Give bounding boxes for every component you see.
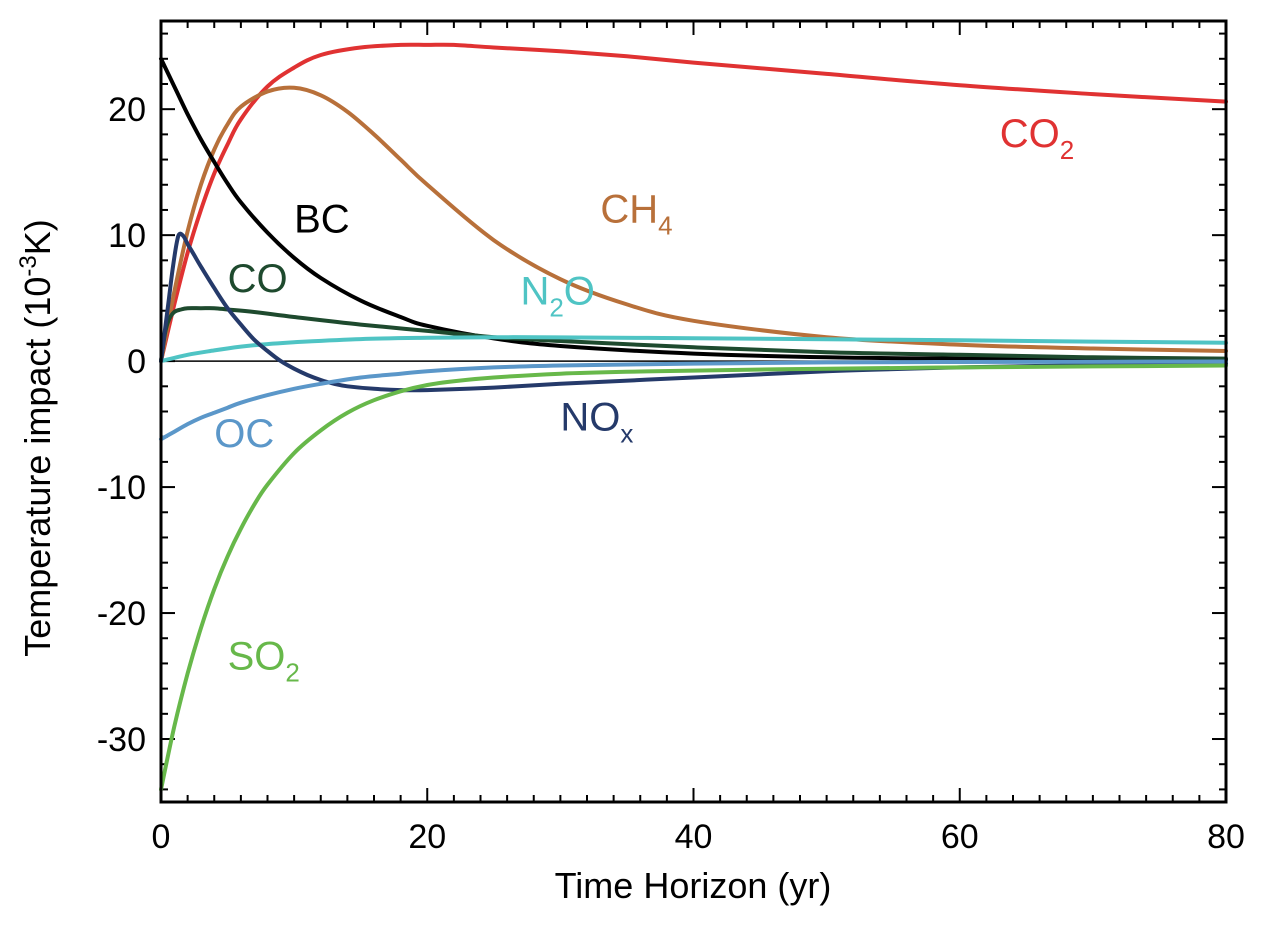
series-label-n2o: N2O xyxy=(520,269,594,322)
series-line-n2o xyxy=(159,335,1228,364)
x-tick-label: 20 xyxy=(408,818,446,856)
y-tick-label: 20 xyxy=(108,91,146,129)
y-tick-label: -10 xyxy=(97,469,146,507)
y-axis-title: Temperature impact (10-3K) xyxy=(15,219,58,657)
series-label-co2: CO2 xyxy=(1000,112,1074,165)
x-tick-label: 40 xyxy=(675,818,713,856)
series-line-bc xyxy=(159,56,1228,362)
y-tick-label: 0 xyxy=(127,343,146,381)
y-axis-title-exponent: -3 xyxy=(15,255,42,276)
series-label-bc: BC xyxy=(294,198,350,242)
y-tick-label: -20 xyxy=(97,595,146,633)
series-label-nox: NOx xyxy=(560,395,633,448)
series-label-so2: SO2 xyxy=(228,635,300,688)
series-label-oc: OC xyxy=(214,412,274,456)
y-tick-label: 10 xyxy=(108,217,146,255)
y-tick-label: -30 xyxy=(97,721,146,759)
x-tick-label: 80 xyxy=(1207,818,1245,856)
x-tick-label: 0 xyxy=(152,818,171,856)
y-tick-labels: -30 -20 -10 0 10 20 xyxy=(97,91,146,759)
series-line-co2 xyxy=(159,42,1228,364)
y-axis-title-unit: K) xyxy=(17,219,58,255)
x-tick-labels: 0 20 40 60 80 xyxy=(152,818,1245,856)
plot-frame xyxy=(159,19,1228,804)
y-axis-title-main: Temperature impact (10 xyxy=(17,277,58,657)
series-lines xyxy=(159,42,1228,792)
series-line-co xyxy=(159,306,1228,364)
series-line-so2 xyxy=(159,363,1228,792)
x-tick-label: 60 xyxy=(941,818,979,856)
series-label-co: CO xyxy=(228,257,288,301)
series-line-nox xyxy=(159,231,1228,393)
series-line-oc xyxy=(159,359,1228,442)
x-axis-title: Time Horizon (yr) xyxy=(555,865,832,906)
series-label-ch4: CH4 xyxy=(600,188,672,241)
